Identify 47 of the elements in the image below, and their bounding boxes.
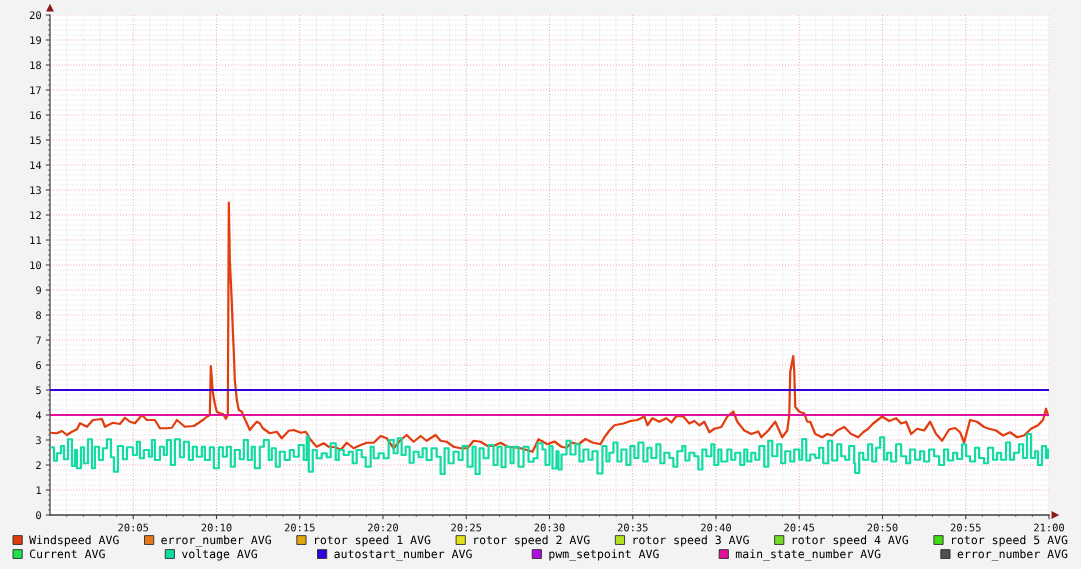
y-tick-label: 20 <box>29 11 41 20</box>
line-series <box>50 201 1049 453</box>
legend-label: pwm_setpoint AVG <box>549 549 659 561</box>
y-tick-label: 3 <box>36 436 41 445</box>
y-tick-label: 0 <box>36 511 41 520</box>
y-tick-label: 10 <box>30 261 41 270</box>
x-tick-label: 20:50 <box>867 523 898 532</box>
legend-label: Windspeed AVG <box>29 535 119 547</box>
y-tick-label: 19 <box>30 36 41 45</box>
legend-label: error_number AVG <box>957 549 1068 561</box>
x-tick-label: 20:55 <box>950 523 981 532</box>
y-tick-label: 9 <box>36 286 41 295</box>
y-tick-label: 2 <box>36 461 41 469</box>
y-tick-label: 5 <box>36 386 41 395</box>
legend-label: rotor speed 5 AVG <box>952 535 1068 547</box>
x-tick-label: 20:25 <box>451 523 482 532</box>
legend-label: rotor speed 1 AVG <box>315 535 431 547</box>
y-tick-label: 14 <box>30 161 42 169</box>
x-tick-label: 20:15 <box>284 523 315 532</box>
y-tick-label: 17 <box>30 86 41 94</box>
x-tick-label: 20:20 <box>368 523 398 532</box>
legend-label: main_state_number AVG <box>735 549 881 561</box>
x-tick-label: 20:35 <box>617 523 648 532</box>
y-tick-label: 6 <box>36 361 41 370</box>
y-tick-label: 12 <box>30 211 41 219</box>
y-tick-label: 7 <box>36 336 41 344</box>
x-tick-label: 20:05 <box>118 523 149 532</box>
legend-label: voltage AVG <box>181 549 258 561</box>
legend-label: error_number AVG <box>161 535 271 547</box>
x-tick-label: 20:40 <box>701 523 731 532</box>
legend-label: autostart_number AVG <box>334 549 472 561</box>
legend-label: Current AVG <box>29 549 105 559</box>
y-tick-label: 8 <box>36 311 41 320</box>
x-tick-label: 21:00 <box>1034 523 1064 532</box>
y-tick-label: 15 <box>30 136 41 145</box>
y-tick-label: 18 <box>30 61 41 70</box>
legend-label: rotor speed 2 AVG <box>474 535 590 547</box>
x-tick-label: 20:45 <box>784 523 815 532</box>
y-tick-label: 13 <box>30 186 41 195</box>
y-tick-label: 4 <box>35 411 42 419</box>
y-tick-label: 16 <box>30 111 41 120</box>
legend-label: rotor speed 3 AVG <box>633 535 749 547</box>
x-tick-label: 20:10 <box>201 523 232 532</box>
legend-label: rotor speed 4 AVG <box>792 535 909 547</box>
y-tick-label: 1 <box>36 486 41 494</box>
y-tick-label: 11 <box>30 236 41 244</box>
x-tick-label: 20:30 <box>534 523 565 532</box>
